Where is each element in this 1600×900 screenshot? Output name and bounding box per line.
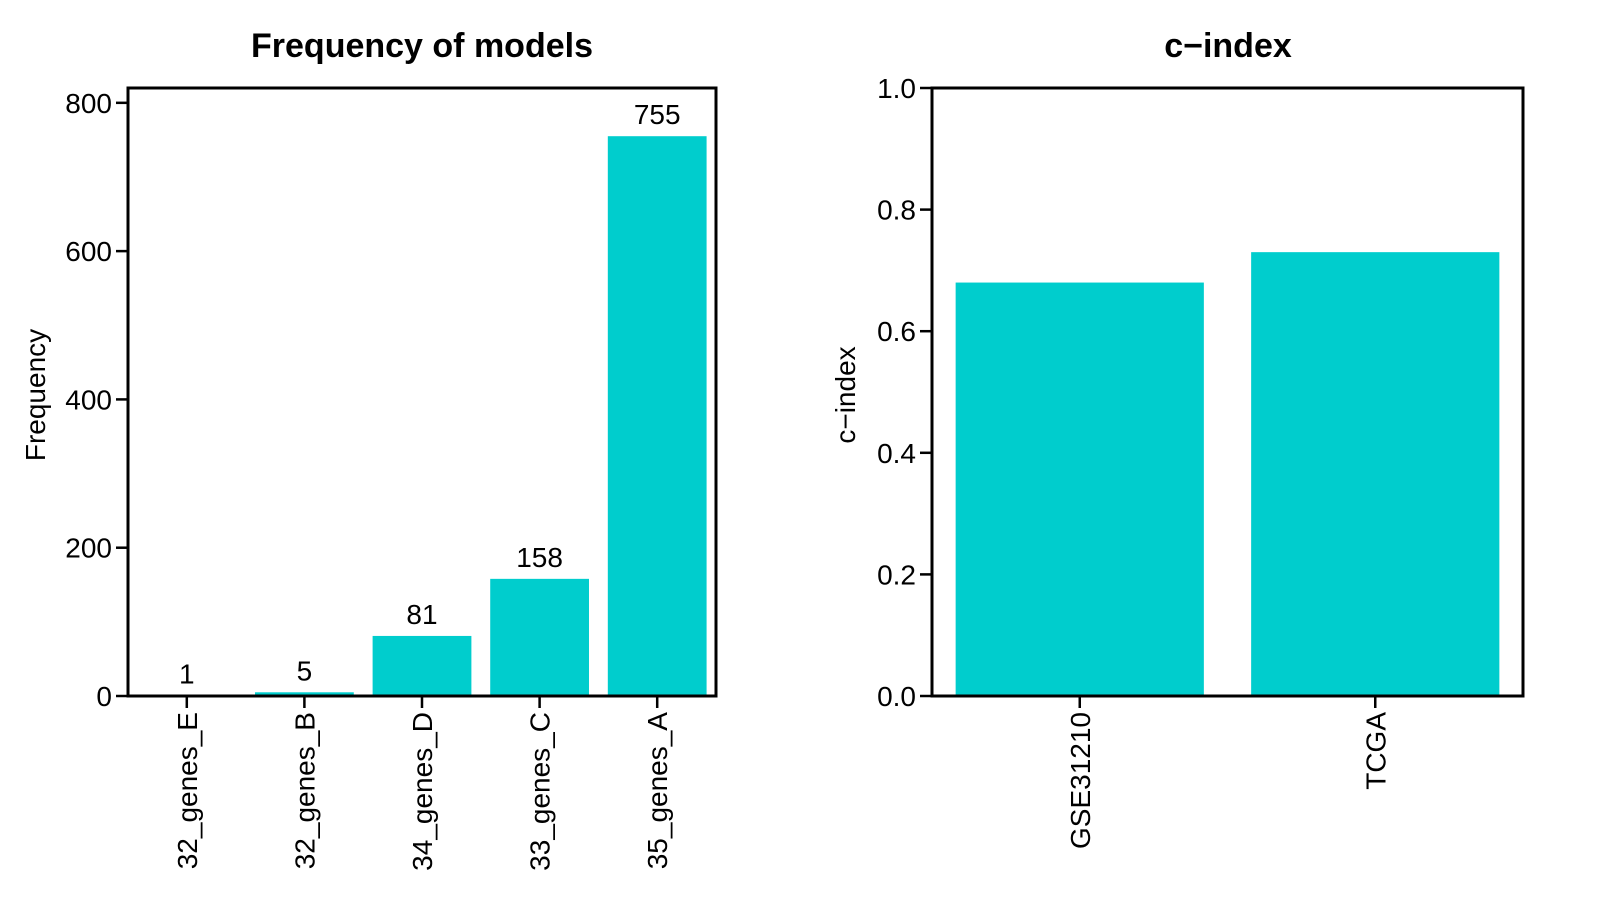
bar <box>490 578 589 696</box>
plot-frame <box>126 86 718 698</box>
y-tick-label: 1.0 <box>877 73 916 104</box>
data-label: 755 <box>634 99 681 130</box>
plot-frame <box>930 86 1525 698</box>
y-tick-label: 200 <box>65 533 112 564</box>
y-tick-label: 0.0 <box>877 681 916 712</box>
x-tick-label: 35_genes_A <box>642 712 673 870</box>
data-label: 1 <box>179 658 195 689</box>
bar <box>955 282 1204 696</box>
frequency-chart-panel: Frequency of models Frequency 1 32_genes_… <box>20 27 718 871</box>
chart-title: c−index <box>1164 27 1292 65</box>
y-tick-label: 0.6 <box>877 316 916 347</box>
data-label: 158 <box>516 542 563 573</box>
y-tick-label: 0.8 <box>877 195 916 226</box>
x-tick-label: 34_genes_D <box>407 712 438 871</box>
bar <box>255 692 354 696</box>
y-tick-label: 600 <box>65 236 112 267</box>
x-tick-label: 33_genes_C <box>525 712 556 871</box>
y-tick-label: 0.2 <box>877 559 916 590</box>
x-tick-label: 32_genes_B <box>289 712 320 869</box>
y-tick-label: 400 <box>65 384 112 415</box>
x-tick-label: TCGA <box>1360 712 1391 790</box>
chart-title: Frequency of models <box>251 27 593 65</box>
data-label: 81 <box>406 599 437 630</box>
x-tick-label: 32_genes_E <box>172 712 203 869</box>
x-tick-label: GSE31210 <box>1065 712 1096 849</box>
bar <box>1251 252 1500 696</box>
bar <box>607 136 707 696</box>
data-label: 5 <box>297 655 313 686</box>
y-axis-label: c−index <box>830 346 861 443</box>
y-tick-label: 800 <box>65 88 112 119</box>
y-tick-label: 0 <box>96 681 112 712</box>
c-index-chart-panel: c−index c−index GSE31210 TCGA 0.0 0.2 0.4 0.6… <box>830 27 1525 849</box>
y-axis-label: Frequency <box>20 329 51 461</box>
bar <box>372 635 472 696</box>
y-tick-label: 0.4 <box>877 438 916 469</box>
